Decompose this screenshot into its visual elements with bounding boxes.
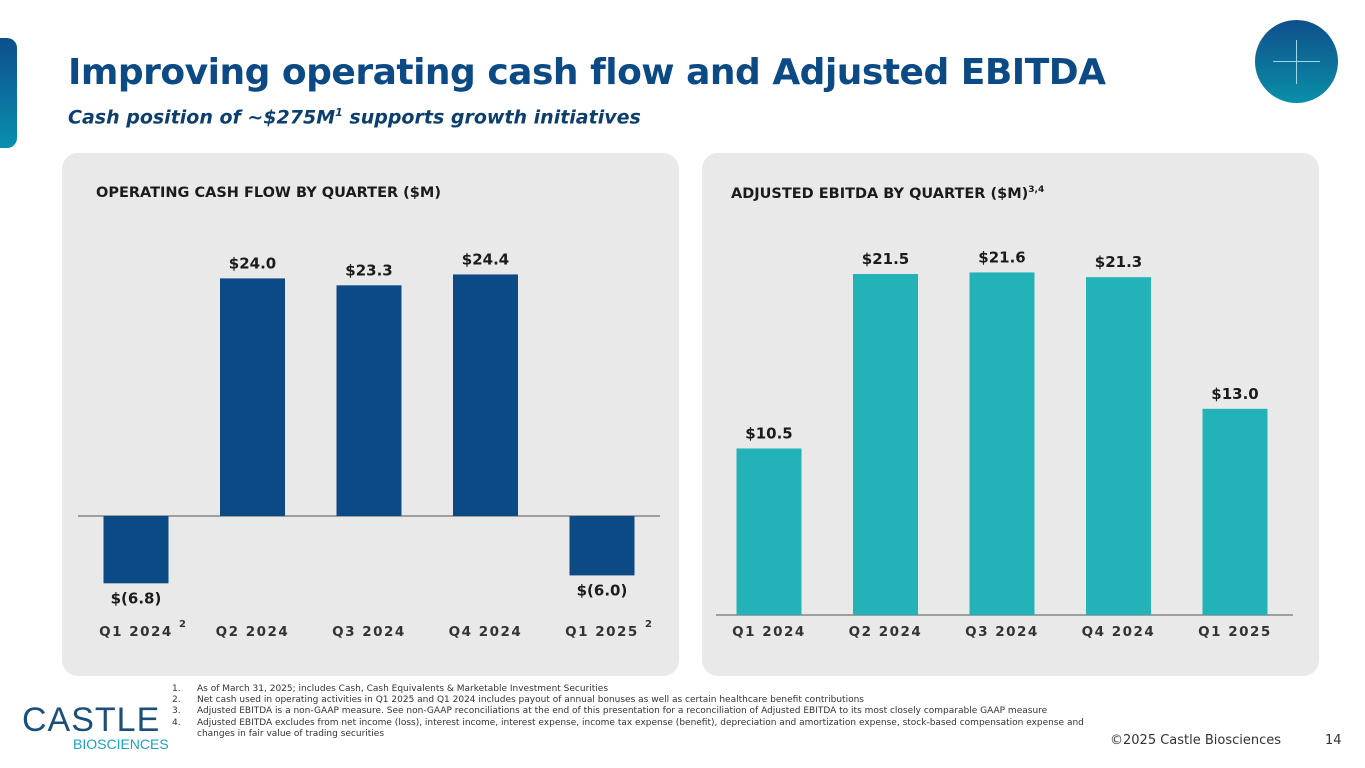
x-tick-label: Q4 2024 [1082, 624, 1156, 640]
bar [1202, 408, 1268, 615]
page-number: 14 [1325, 733, 1342, 748]
data-label: $23.3 [345, 261, 392, 279]
data-label: $21.3 [1095, 253, 1142, 271]
data-label: $10.5 [745, 424, 792, 442]
castle-logo: CASTLE BIOSCIENCES [22, 701, 169, 752]
x-tick-label: Q4 2024 [449, 624, 523, 640]
x-tick-label: Q2 2024 [849, 624, 923, 640]
bar [853, 274, 918, 615]
bar [736, 448, 802, 615]
footnote: 2. Net cash used in operating activities … [172, 695, 864, 706]
footnote: 1. As of March 31, 2025; includes Cash, C… [172, 684, 609, 694]
data-label: $21.5 [862, 250, 909, 268]
bar [569, 516, 635, 576]
ocf-chart-title: OPERATING CASH FLOW BY QUARTER ($M) [96, 185, 441, 201]
x-tick-label: Q3 2024 [332, 624, 406, 640]
bar [453, 274, 518, 516]
footnote-marker: 2 [645, 619, 652, 630]
page-title: Improving operating cash flow and Adjust… [68, 52, 1106, 93]
data-label: $(6.8) [111, 589, 162, 607]
side-tab-decoration [0, 38, 17, 148]
data-label: $24.0 [229, 254, 276, 272]
copyright: ©2025 Castle Biosciences [1110, 733, 1282, 748]
data-label: $21.6 [978, 248, 1025, 266]
plus-circle-icon [1255, 20, 1338, 103]
data-label: $24.4 [462, 250, 509, 268]
data-label: $13.0 [1211, 385, 1258, 403]
bar [103, 516, 169, 584]
footnote-marker: 2 [179, 619, 186, 630]
x-tick-label: Q3 2024 [965, 624, 1039, 640]
bar [969, 272, 1035, 615]
bar [1086, 277, 1151, 615]
x-tick-label: Q2 2024 [216, 624, 290, 640]
x-tick-label: Q1 2025 [565, 624, 639, 640]
x-tick-label: Q1 2024 [732, 624, 806, 640]
footnote: 3. Adjusted EBITDA is a non-GAAP measure.… [172, 706, 1048, 717]
footnotes: 1. As of March 31, 2025; includes Cash, C… [172, 684, 1102, 740]
data-label: $(6.0) [577, 581, 628, 599]
ebitda-chart-title: ADJUSTED EBITDA BY QUARTER ($M)3,4 [731, 185, 1045, 202]
x-tick-label: Q1 2024 [99, 624, 173, 640]
page-subtitle: Cash position of ~$275M1 supports growth… [68, 106, 641, 129]
footnote: 4. Adjusted EBITDA excludes from net inco… [172, 717, 1084, 739]
bar [336, 285, 402, 516]
x-tick-label: Q1 2025 [1198, 624, 1272, 640]
bar [220, 278, 285, 516]
